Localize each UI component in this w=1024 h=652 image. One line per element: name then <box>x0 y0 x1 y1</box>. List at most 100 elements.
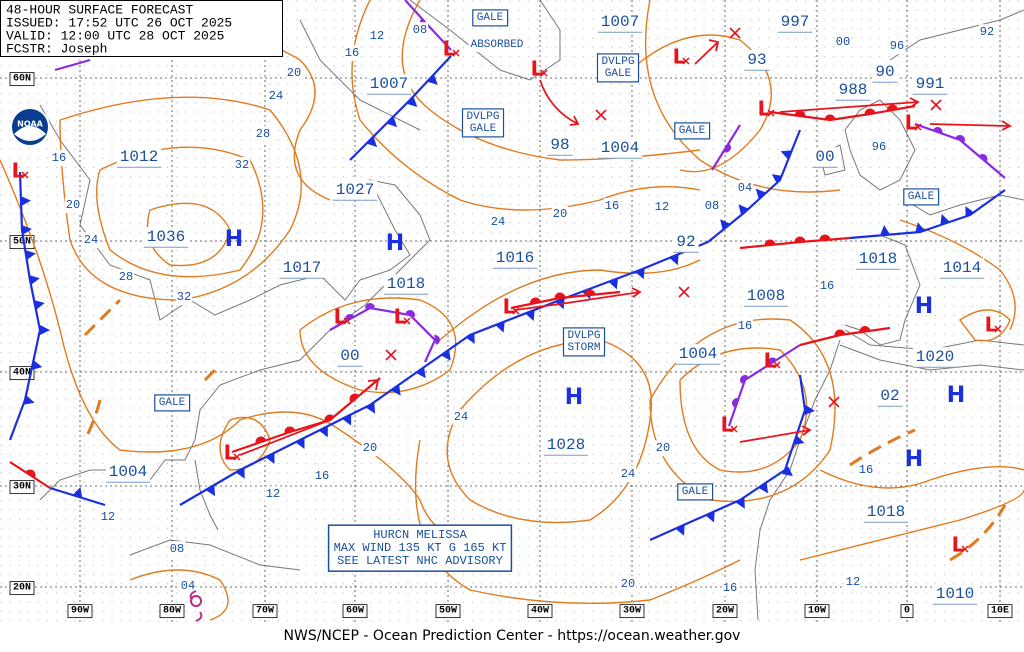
cold-front <box>649 374 815 542</box>
isobar-label: 20 <box>553 207 567 221</box>
pressure-label: 1028 <box>547 436 585 454</box>
track-arrows <box>239 39 1012 456</box>
pressure-label-bg <box>366 74 412 95</box>
pressure-label: 1010 <box>936 585 974 603</box>
lon-label: 10E <box>991 606 1009 617</box>
pressure-label: 1027 <box>336 181 374 199</box>
header-line: VALID: 12:00 UTC 28 OCT 2025 <box>6 28 224 43</box>
header-line: 48-HOUR SURFACE FORECAST <box>6 2 193 17</box>
pressure-label-bg <box>743 286 789 307</box>
pressure-label-bg <box>675 344 721 365</box>
isobar-label-bg <box>64 197 82 214</box>
isobar-label-bg <box>818 278 836 295</box>
isobar-label: 20 <box>66 198 80 212</box>
high-center: H <box>565 385 583 410</box>
pressure-label: 1012 <box>120 148 158 166</box>
boxed-label-line: DVLPG <box>601 56 634 68</box>
lon-label: 40W <box>531 606 549 617</box>
isobar-label-bg <box>264 486 282 503</box>
isobar-label: 12 <box>266 487 280 501</box>
isobar-label: 16 <box>315 469 329 483</box>
lat-label: 50N <box>13 237 31 248</box>
isobar-label-bg <box>50 150 68 167</box>
boxed-label-line: STORM <box>567 342 600 354</box>
lon-label-box <box>435 604 461 619</box>
isobar-label-bg <box>834 34 852 51</box>
isobar-label: 08 <box>413 23 427 37</box>
cold-front <box>49 486 106 507</box>
isobar-label: 16 <box>859 463 873 477</box>
isobar-label: 08 <box>705 199 719 213</box>
isobar-label: 32 <box>235 158 249 172</box>
pressure-label: 991 <box>916 75 945 93</box>
boxed-label-line: GALE <box>470 123 497 135</box>
boxed-label-line: GALE <box>605 68 632 80</box>
isobar-label: 00 <box>836 35 850 49</box>
cold-front <box>349 55 452 161</box>
hurricane-symbol <box>189 590 203 622</box>
isobar-label: 32 <box>177 290 191 304</box>
cold-front <box>849 189 1006 240</box>
logo-gull <box>14 126 46 141</box>
isobar-label: 20 <box>287 66 301 80</box>
isobar-label-bg <box>736 318 754 335</box>
isobar-label: 24 <box>454 410 468 424</box>
low-center: L <box>12 159 25 183</box>
pressure-label: 92 <box>676 233 695 251</box>
isobar-label-bg <box>233 157 251 174</box>
lon-label: 20W <box>716 606 734 617</box>
isobar-label: 16 <box>738 319 752 333</box>
lat-label-box <box>9 480 35 495</box>
lon-label: 30W <box>623 606 641 617</box>
boxed-label-line: GALE <box>908 191 935 203</box>
footer: NWS/NCEP - Ocean Prediction Center - htt… <box>284 628 741 644</box>
low-center: L <box>673 45 686 69</box>
isobar-label-bg <box>653 199 671 216</box>
boxed-label-frame <box>472 9 509 27</box>
isobar-label: 12 <box>101 510 115 524</box>
pressure-label-bg <box>543 435 589 456</box>
isobar-label-bg <box>82 232 100 249</box>
low-center: L <box>394 305 407 329</box>
low-center: L <box>224 441 237 465</box>
pressure-label: 93 <box>747 51 766 69</box>
cold-front <box>8 171 50 441</box>
pressure-label-bg <box>912 347 958 368</box>
low-center: L <box>443 37 456 61</box>
pressure-label: 988 <box>839 81 868 99</box>
isobar-label-bg <box>179 578 197 595</box>
lon-label: 60W <box>346 606 364 617</box>
low-center: L <box>764 349 777 373</box>
isobar-label: 28 <box>119 270 133 284</box>
pressure-label: 98 <box>550 136 569 154</box>
isobar-label: 24 <box>84 233 98 247</box>
pressure-label-bg <box>939 258 985 279</box>
lon-label-box <box>252 604 278 619</box>
boxed-label-frame <box>154 394 191 412</box>
pressure-label-bg <box>547 135 573 156</box>
pressure-label: 00 <box>340 347 359 365</box>
advisory-line: HURCN MELISSA <box>373 528 467 542</box>
low-x <box>682 57 690 65</box>
isobar-label: 12 <box>846 575 860 589</box>
pressure-label-bg <box>383 274 429 295</box>
pressure-label: 1004 <box>601 139 639 157</box>
high-center: H <box>225 227 243 252</box>
advisory-line: MAX WIND 135 KT G 165 KT <box>334 541 507 555</box>
pressure-label-bg <box>105 462 151 483</box>
low-x <box>730 425 738 433</box>
low-x <box>512 307 520 315</box>
boxed-label-frame <box>596 53 640 83</box>
isobar-label-bg <box>267 88 285 105</box>
isobar-label: 20 <box>621 577 635 591</box>
isobar-label-bg <box>343 45 361 62</box>
lon-label: 50W <box>439 606 457 617</box>
lat-label-box <box>9 72 35 87</box>
isobar-label-bg <box>117 269 135 286</box>
boxed-label-frame <box>677 483 714 501</box>
logo-text: NOAA <box>17 120 43 129</box>
isobar-label-bg <box>603 198 621 215</box>
